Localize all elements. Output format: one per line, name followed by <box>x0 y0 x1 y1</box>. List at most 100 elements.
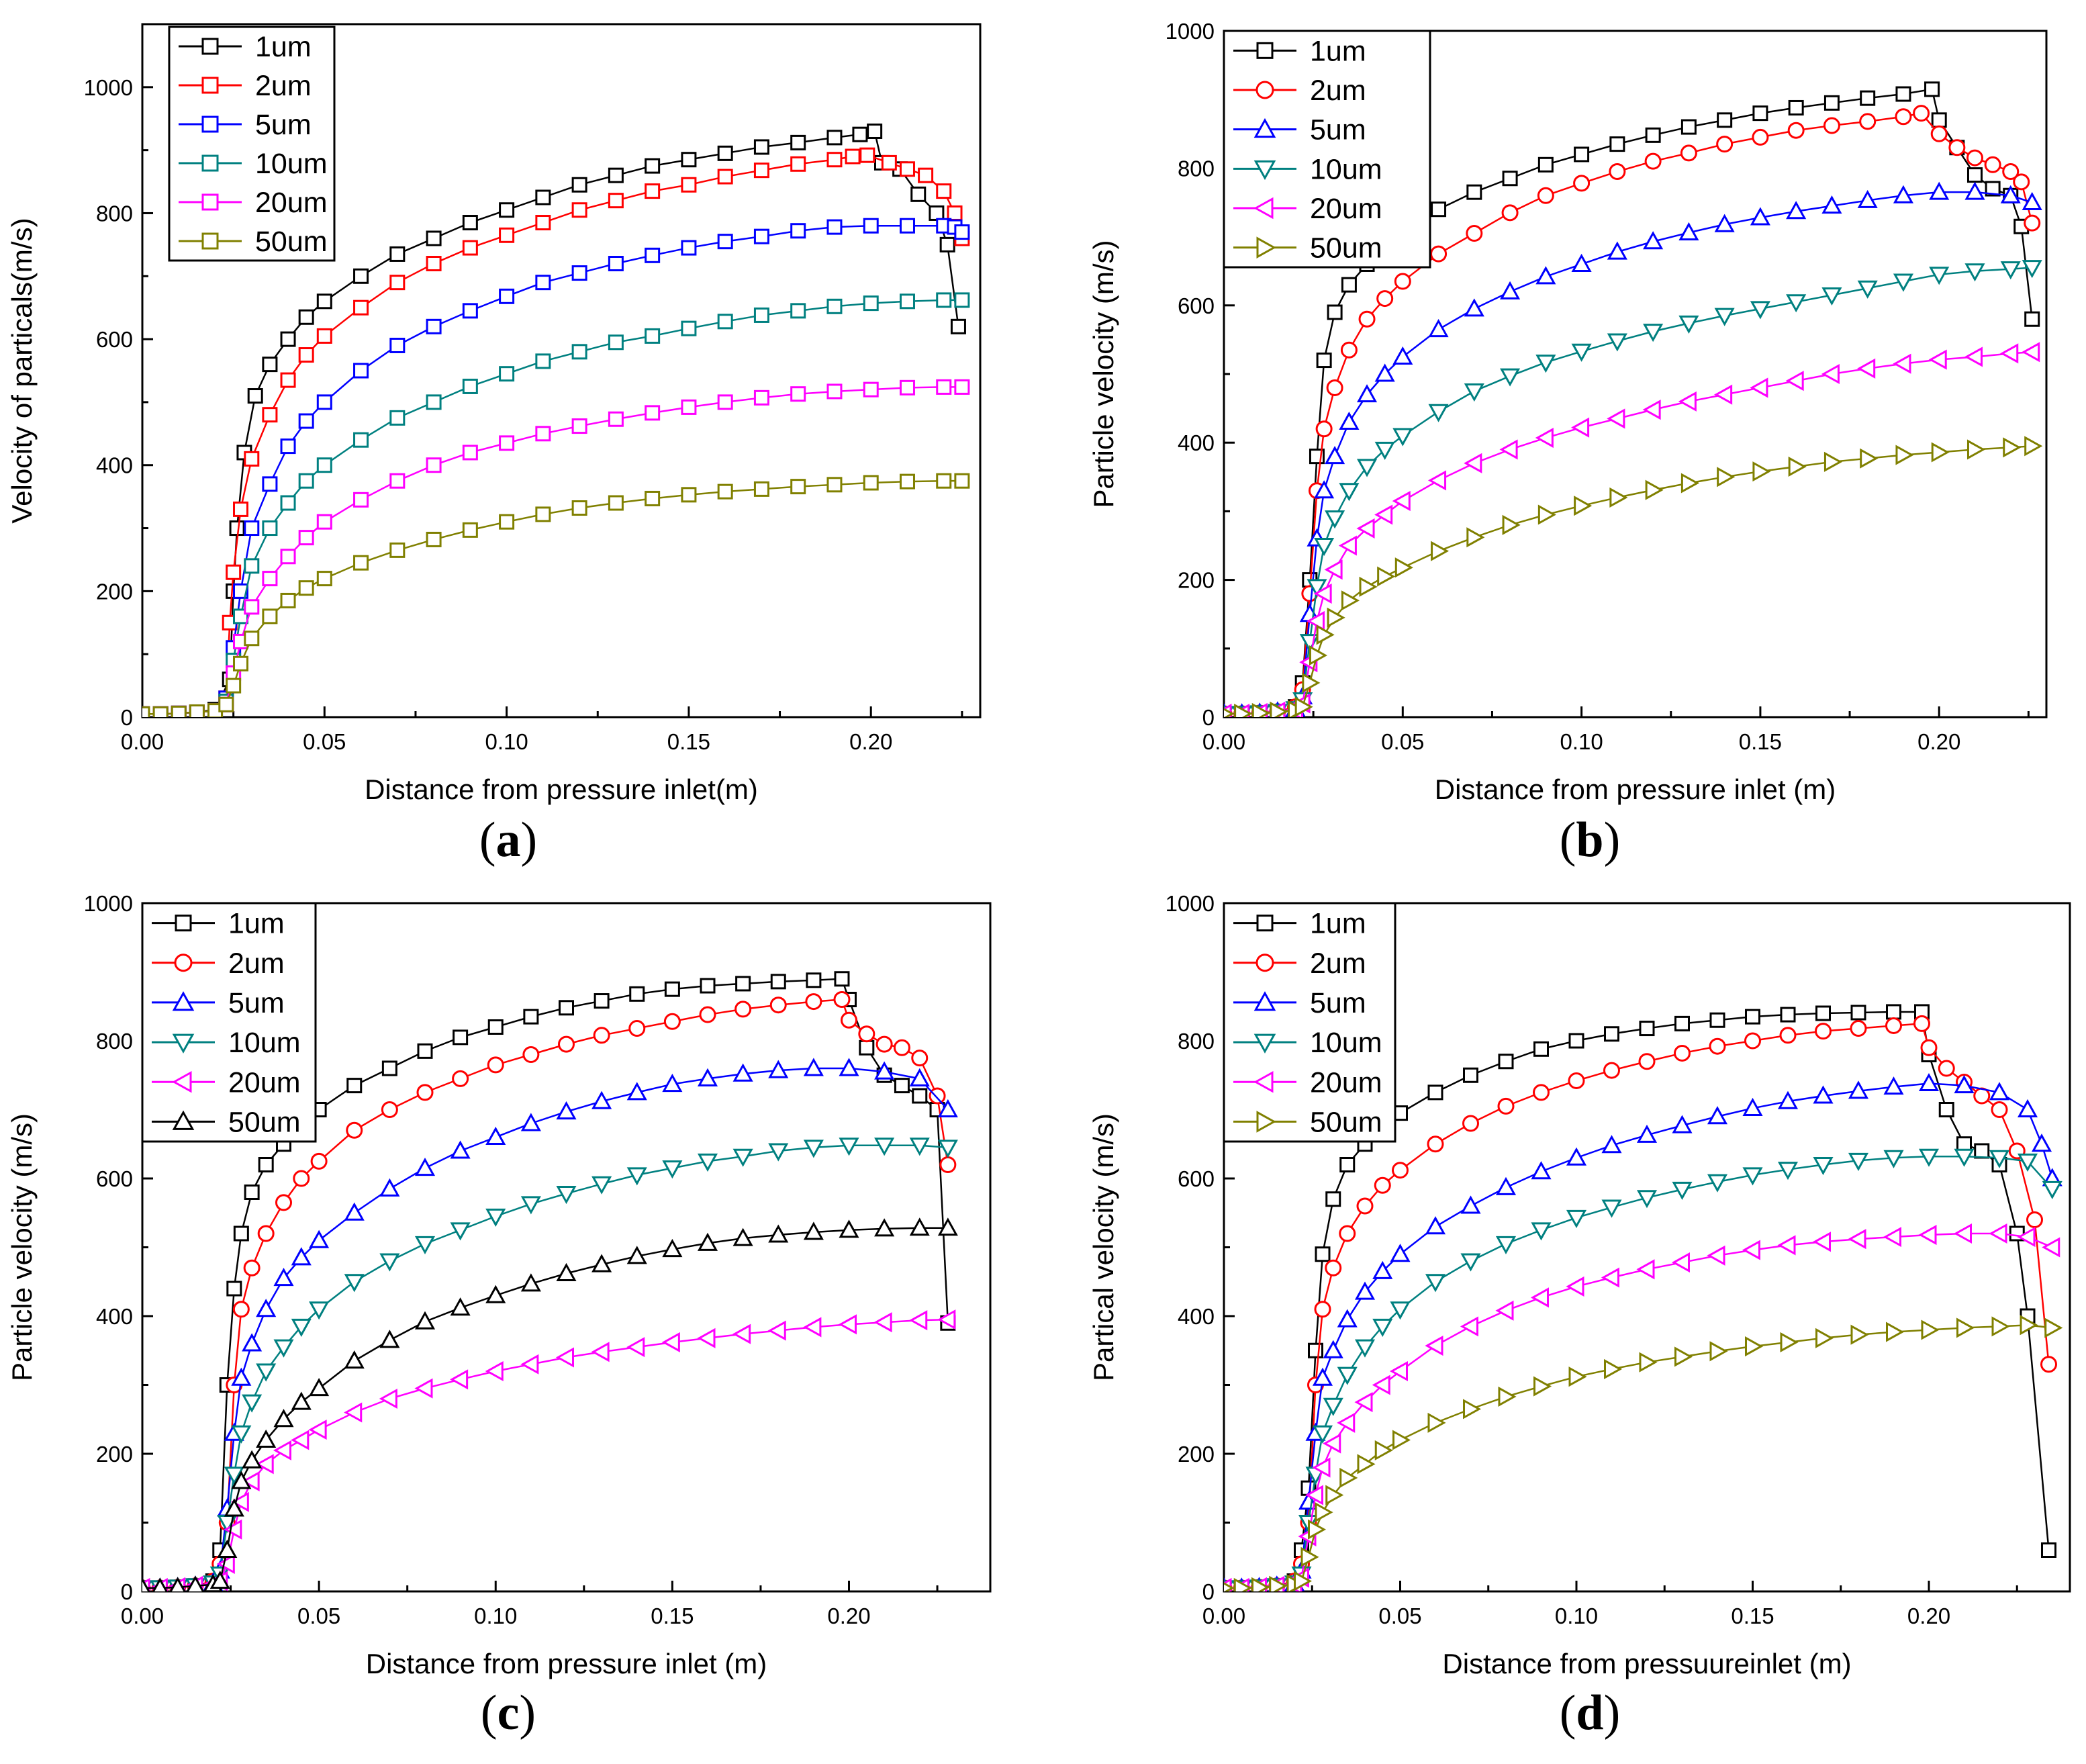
data-point <box>608 334 624 351</box>
x-tick-label: 0.00 <box>1202 1604 1245 1628</box>
data-point <box>2017 1153 2038 1172</box>
data-point <box>1498 1054 1514 1070</box>
data-point <box>936 473 952 489</box>
data-point <box>280 372 296 388</box>
data-point <box>1339 1157 1356 1172</box>
data-point <box>417 1043 433 1059</box>
data-point <box>1707 1245 1725 1266</box>
data-point <box>699 1006 716 1023</box>
data-point <box>1964 263 1985 282</box>
data-point <box>1460 1253 1481 1272</box>
y-tick-label: 400 <box>96 453 133 478</box>
y-tick-label: 200 <box>1178 1442 1215 1467</box>
data-point <box>1315 1502 1333 1523</box>
legend-label: 50um <box>255 226 328 258</box>
data-point <box>1924 81 1940 97</box>
data-point <box>2042 1180 2063 1199</box>
data-point <box>1308 1519 1327 1540</box>
data-point <box>910 186 927 202</box>
data-point <box>1356 518 1375 539</box>
data-point <box>863 381 879 398</box>
y-axis-label: Velocity of particals(m/s) <box>6 218 38 523</box>
data-point <box>662 1160 683 1179</box>
data-point <box>858 1025 875 1043</box>
legend-label: 50um <box>228 1106 301 1138</box>
data-point <box>1954 1075 1975 1094</box>
data-point <box>1566 1209 1587 1229</box>
data-point <box>839 1058 859 1076</box>
data-point <box>1678 315 1699 334</box>
data-point <box>1752 128 1769 146</box>
data-point <box>291 1391 312 1410</box>
data-point <box>280 549 296 565</box>
data-point <box>1709 1341 1728 1362</box>
data-point <box>1425 1336 1443 1356</box>
series-line <box>1224 1232 2053 1589</box>
data-point <box>298 530 314 546</box>
data-point <box>499 514 515 530</box>
data-point <box>790 156 806 172</box>
data-point <box>280 331 296 347</box>
data-point <box>1956 1317 1975 1338</box>
data-point <box>462 378 478 394</box>
data-point <box>826 477 843 493</box>
data-point <box>1495 1300 1514 1321</box>
legend-marker <box>1256 915 1274 932</box>
data-point <box>717 483 733 500</box>
data-point <box>1305 1485 1323 1505</box>
data-point <box>226 678 242 694</box>
x-tick-label: 0.00 <box>121 729 164 754</box>
data-point <box>2024 214 2041 232</box>
data-point <box>558 1035 575 1053</box>
data-point <box>226 1281 242 1297</box>
data-point <box>645 247 661 263</box>
data-point <box>803 1221 824 1240</box>
series-line <box>142 386 962 715</box>
chart-panel-c: 0.00 0.05 0.10 0.15 0.20 0 200 400 600 800 1000 Dis… <box>6 891 992 1740</box>
data-point <box>244 631 260 647</box>
data-point <box>1466 527 1485 548</box>
data-point <box>309 1378 330 1397</box>
data-point <box>1860 90 1876 106</box>
data-point <box>499 366 515 382</box>
legend-marker <box>201 154 219 172</box>
data-point <box>735 976 751 992</box>
data-point <box>1883 1227 1901 1248</box>
data-point <box>1680 119 1697 135</box>
legend-marker <box>201 38 219 55</box>
data-point <box>426 256 442 272</box>
data-point <box>1390 1244 1411 1262</box>
data-point <box>1463 1399 1482 1420</box>
data-point <box>233 655 249 671</box>
data-point <box>697 1328 716 1348</box>
data-point <box>1893 353 1911 374</box>
data-point <box>1531 1161 1552 1180</box>
legend-box <box>1223 902 1396 1143</box>
data-point <box>1674 1015 1690 1031</box>
data-point <box>244 451 260 467</box>
legend-marker <box>175 915 192 932</box>
legend-marker <box>172 1033 195 1054</box>
data-point <box>499 288 515 304</box>
x-tick-label: 0.20 <box>849 729 892 754</box>
legend-marker <box>201 232 219 250</box>
panel-label: (b) <box>1560 813 1620 868</box>
data-point <box>224 1498 244 1517</box>
data-point <box>426 394 442 410</box>
x-tick-label: 0.05 <box>1378 1604 1421 1628</box>
data-point <box>1307 579 1327 598</box>
data-point <box>841 1011 857 1029</box>
data-point <box>845 148 861 165</box>
data-point <box>1786 201 1807 220</box>
data-point <box>1341 277 1357 293</box>
data-point <box>1644 152 1662 170</box>
data-point <box>1425 1216 1446 1235</box>
data-point <box>273 1339 294 1358</box>
data-point <box>1607 333 1627 352</box>
y-tick-label: 600 <box>1178 1166 1215 1191</box>
data-point <box>1568 1033 1584 1049</box>
data-point <box>1989 1223 2007 1244</box>
x-tick-label: 0.10 <box>474 1604 517 1628</box>
y-tick-label: 800 <box>96 1029 133 1054</box>
